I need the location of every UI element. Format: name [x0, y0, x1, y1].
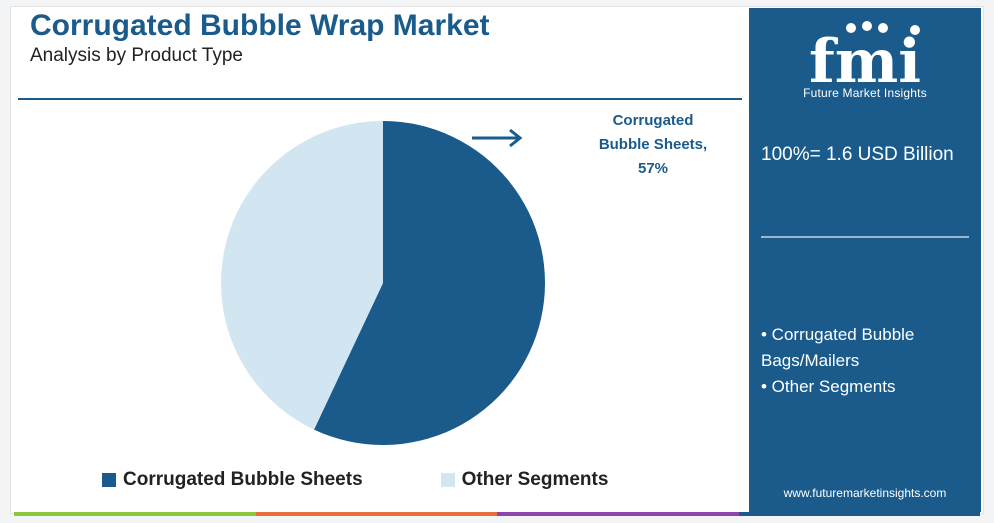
sidebar-divider [761, 236, 969, 238]
callout-arrow-icon [472, 128, 523, 148]
callout-line-2: Bubble Sheets, [598, 136, 708, 153]
market-total: 100%= 1.6 USD Billion [761, 144, 954, 165]
callout-line-1: Corrugated [612, 112, 694, 129]
legend-swatch-other [440, 473, 455, 487]
bar-segment-green [14, 512, 256, 516]
svg-text:fmi: fmi [809, 27, 921, 97]
title-divider [18, 98, 742, 100]
info-sidebar: fmi Future Market Insights 100%= 1.6 USD… [749, 8, 981, 512]
legend-label-sheets: Corrugated Bubble Sheets [123, 469, 363, 490]
segment-item: • Corrugated Bubble Bags/Mailers [761, 325, 915, 370]
logo-caption: Future Market Insights [803, 86, 927, 100]
slice-callout: Corrugated Bubble Sheets, 57% [574, 109, 732, 181]
pie-chart [221, 121, 546, 445]
page-title: Corrugated Bubble Wrap Market [30, 9, 490, 42]
legend-item-sheets: Corrugated Bubble Sheets [102, 469, 363, 491]
pie-slice-other-segments [221, 121, 383, 430]
fmi-logo: fmi [809, 21, 921, 97]
segment-item: • Other Segments [761, 377, 896, 396]
page-subtitle: Analysis by Product Type [30, 45, 243, 66]
bar-segment-orange [255, 512, 497, 516]
bottom-color-bar [14, 512, 980, 516]
legend-label-other: Other Segments [461, 469, 609, 490]
bar-segment-blue [738, 512, 980, 516]
bar-segment-purple [497, 512, 739, 516]
pie-slice-corrugated-bubble-sheets [314, 121, 546, 445]
chart-legend: Corrugated Bubble Sheets Other Segments [102, 469, 608, 491]
legend-swatch-sheets [102, 473, 116, 487]
callout-line-3: 57% [637, 160, 669, 177]
website-link[interactable]: www.futuremarketinsights.com [783, 486, 947, 500]
legend-item-other: Other Segments [440, 469, 609, 491]
segment-list: • Corrugated Bubble Bags/Mailers • Other… [761, 322, 976, 400]
